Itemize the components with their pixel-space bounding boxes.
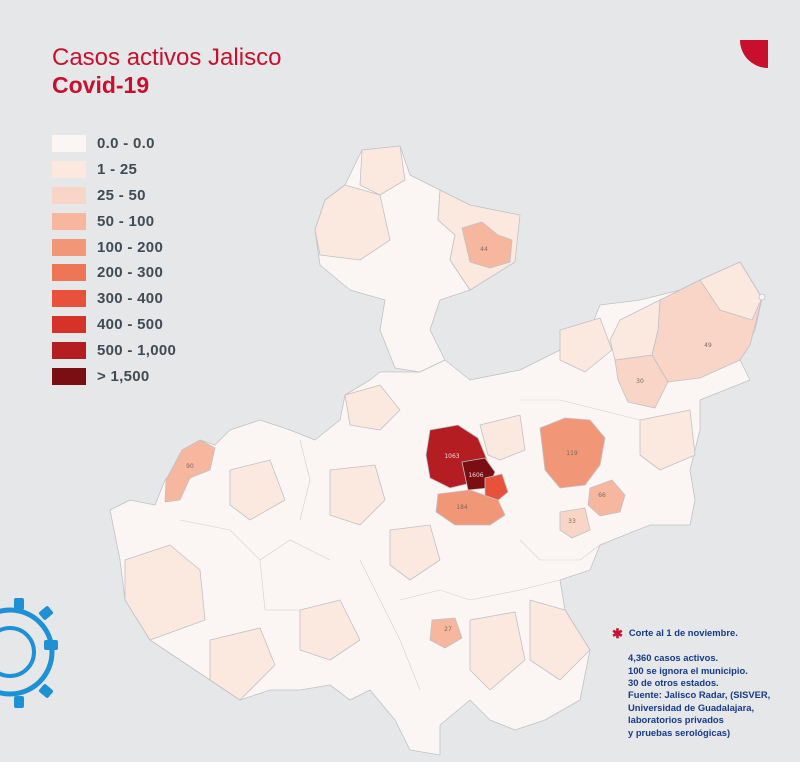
corner-logo-icon [740, 40, 768, 68]
municipality-region [559, 507, 591, 539]
municipality-region [359, 145, 406, 196]
map-title: Casos activos Jalisco Covid-19 [52, 44, 281, 98]
legend-swatch [52, 212, 86, 230]
title-line-1: Casos activos Jalisco [52, 44, 282, 71]
legend-label: 25 - 50 [97, 186, 146, 204]
legend-label: 1 - 25 [97, 161, 138, 179]
notes: ✱ Corte al 1 de noviembre. 4,360 casos a… [612, 625, 797, 739]
note-line: 30 de otros estados. [628, 676, 719, 688]
legend-item: > 1,500 [52, 363, 176, 389]
note-line: Universidad de Guadalajara, [628, 701, 755, 713]
municipality-region [314, 184, 391, 261]
legend-item: 100 - 200 [52, 234, 176, 260]
legend-label: 500 - 1,000 [97, 341, 177, 359]
legend-item: 0.0 - 0.0 [52, 131, 176, 157]
legend-label: 0.0 - 0.0 [97, 135, 155, 153]
municipality-region [229, 459, 286, 521]
legend-label: 100 - 200 [97, 238, 164, 256]
legend-label: 200 - 300 [97, 264, 164, 282]
municipality-region [429, 617, 463, 649]
municipality-region [209, 627, 276, 701]
note-line: y pruebas serológicas) [628, 726, 731, 738]
municipality-region [461, 221, 513, 269]
municipality-region [559, 317, 613, 373]
municipality-region [609, 299, 661, 361]
map-value-label: 1063 [444, 453, 459, 460]
cutoff-note: ✱ Corte al 1 de noviembre. [612, 625, 797, 642]
map-value-label: 184 [456, 504, 468, 511]
map-value-label: 119 [566, 450, 578, 457]
legend-item: 50 - 100 [52, 208, 176, 234]
legend: 0.0 - 0.0 1 - 25 25 - 50 50 - 100 100 - … [52, 131, 176, 389]
municipality-region [758, 293, 766, 301]
municipality-region [164, 439, 216, 503]
municipality-region [587, 479, 626, 517]
note-line: 4,360 casos activos. [628, 652, 719, 664]
legend-swatch [52, 186, 86, 204]
legend-swatch [52, 367, 86, 385]
map-value-label: 1606 [468, 472, 483, 479]
legend-item: 200 - 300 [52, 260, 176, 286]
municipality-region [389, 524, 441, 581]
municipality-region [435, 489, 506, 526]
municipality-region [699, 261, 763, 321]
legend-label: 400 - 500 [97, 315, 164, 333]
legend-swatch [52, 135, 86, 153]
legend-label: 50 - 100 [97, 212, 155, 230]
municipality-region [344, 384, 401, 431]
map-value-label: 33 [568, 518, 576, 525]
legend-swatch [52, 264, 86, 282]
note-line: 100 se ignora el municipio. [628, 664, 748, 676]
legend-swatch [52, 315, 86, 333]
gear-icon [0, 598, 58, 708]
map-value-label: 27 [444, 626, 452, 633]
municipality-region [529, 599, 591, 681]
municipality-region [469, 611, 526, 691]
legend-item: 500 - 1,000 [52, 337, 176, 363]
title-line-2: Covid-19 [52, 71, 150, 98]
municipality-region [329, 464, 386, 526]
map-value-label: 49 [704, 342, 712, 349]
legend-item: 25 - 50 [52, 183, 176, 209]
legend-swatch [52, 238, 86, 256]
cutoff-text: Corte al 1 de noviembre. [628, 627, 738, 639]
asterisk-icon: ✱ [612, 626, 623, 641]
municipality-region [124, 544, 206, 641]
map-value-label: 90 [186, 463, 194, 470]
notes-body: 4,360 casos activos. 100 se ignora el mu… [612, 652, 797, 739]
map-value-label: 44 [480, 246, 488, 253]
legend-item: 300 - 400 [52, 286, 176, 312]
note-line: laboratorios privados [628, 714, 724, 726]
municipality-region [299, 599, 361, 661]
map-value-label: 30 [636, 378, 644, 385]
legend-label: 300 - 400 [97, 290, 164, 308]
legend-item: 400 - 500 [52, 312, 176, 338]
municipality-region [539, 417, 606, 489]
legend-label: > 1,500 [97, 367, 150, 385]
municipality-region [484, 473, 509, 503]
note-line: Fuente: Jalisco Radar, (SISVER, [628, 689, 771, 701]
legend-swatch [52, 341, 86, 359]
legend-swatch [52, 161, 86, 179]
map-value-label: 66 [598, 492, 606, 499]
legend-swatch [52, 290, 86, 308]
legend-item: 1 - 25 [52, 157, 176, 183]
municipality-region [479, 414, 526, 461]
municipality-region [639, 409, 696, 471]
